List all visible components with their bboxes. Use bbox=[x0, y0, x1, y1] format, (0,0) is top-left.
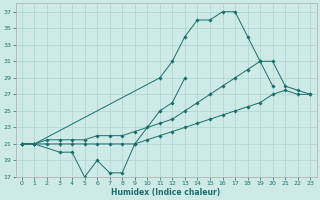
X-axis label: Humidex (Indice chaleur): Humidex (Indice chaleur) bbox=[111, 188, 221, 197]
